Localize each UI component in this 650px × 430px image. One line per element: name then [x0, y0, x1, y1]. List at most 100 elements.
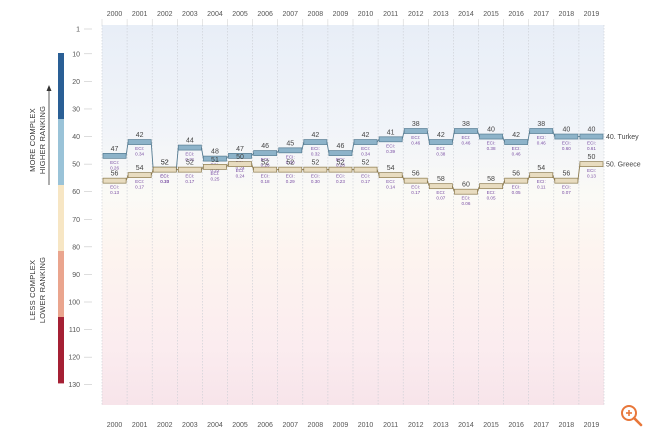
rank-label: 56 — [562, 171, 570, 178]
eci-value-label: 0.46 — [461, 141, 470, 146]
rank-bar — [203, 164, 227, 170]
y-tick-label: 60 — [72, 189, 80, 196]
year-label: 2013 — [433, 422, 449, 429]
eci-value-label: 0.22 — [210, 168, 219, 173]
rank-label: 52 — [362, 160, 370, 167]
eci-prefix-label: ECI: — [286, 154, 295, 159]
rank-label: 52 — [186, 160, 194, 167]
eci-value-label: 0.61 — [587, 146, 596, 151]
eci-value-label: 0.34 — [361, 152, 370, 157]
rank-label: 47 — [111, 146, 119, 153]
eci-prefix-label: ECI: — [386, 143, 395, 148]
y-tick-label: 10 — [72, 51, 80, 58]
rank-label: 54 — [537, 165, 545, 172]
zoom-in-icon[interactable] — [618, 402, 644, 428]
rank-bar — [303, 139, 328, 145]
year-label: 2018 — [559, 422, 575, 429]
eci-prefix-label: ECI: — [261, 157, 270, 162]
complexity-band-segment — [58, 53, 64, 120]
side-label-line: HIGHER RANKING — [38, 106, 47, 174]
y-tick-label: 130 — [68, 382, 80, 389]
rank-bar — [403, 177, 428, 184]
rank-label: 52 — [161, 160, 169, 167]
y-tick-label: 90 — [72, 272, 80, 279]
y-tick-label: 30 — [72, 106, 80, 113]
complexity-band-segment — [58, 317, 64, 384]
year-label: 2001 — [132, 422, 148, 429]
rank-bar — [529, 128, 554, 134]
rank-bar — [428, 183, 453, 190]
rank-bar — [579, 161, 604, 167]
year-label: 2005 — [232, 422, 248, 429]
series-turkey: 47ECI:0.2642ECI:0.3452ECI:0.2044ECI:0.31… — [102, 121, 639, 184]
rank-bar — [177, 166, 202, 173]
year-label: 2007 — [282, 11, 298, 18]
eci-prefix-label: ECI: — [185, 152, 194, 157]
rank-bar — [479, 183, 503, 190]
rank-bar — [378, 172, 403, 179]
up-arrow-icon — [46, 85, 52, 91]
complexity-band-segment — [58, 185, 64, 252]
year-label: 2012 — [408, 422, 424, 429]
eci-value-label: 0.13 — [160, 179, 169, 184]
eci-value-label: 0.30 — [311, 179, 320, 184]
year-label: 2017 — [533, 422, 549, 429]
rank-bar — [177, 144, 202, 151]
eci-prefix-label: ECI: — [562, 141, 571, 146]
eci-value-label: 0.18 — [261, 179, 270, 184]
year-label: 2000 — [107, 422, 123, 429]
year-label: 2002 — [157, 11, 173, 18]
rank-bar — [203, 155, 227, 162]
eci-value-label: 0.05 — [487, 196, 496, 201]
year-label: 2000 — [107, 11, 123, 18]
y-tick-label: 70 — [72, 217, 80, 224]
rank-label: 42 — [512, 132, 520, 139]
eci-prefix-label: ECI: — [286, 174, 295, 179]
rank-label: 41 — [387, 129, 395, 136]
eci-prefix-label: ECI: — [336, 157, 345, 162]
year-label: 2011 — [383, 11, 398, 18]
year-label: 2009 — [333, 422, 349, 429]
complexity-band-segment — [58, 119, 64, 186]
y-tick-label: 40 — [72, 134, 80, 141]
eci-prefix-label: ECI: — [185, 174, 194, 179]
rank-bar — [454, 128, 478, 134]
year-label: 2006 — [257, 11, 273, 18]
rank-bar — [353, 139, 378, 145]
rank-bar — [303, 166, 328, 173]
eci-prefix-label: ECI: — [436, 190, 445, 195]
rank-bar — [579, 133, 604, 140]
eci-value-label: 0.17 — [411, 190, 420, 195]
eci-value-label: 0.46 — [512, 152, 521, 157]
rank-bar — [504, 177, 529, 184]
year-label: 2010 — [358, 422, 374, 429]
eci-prefix-label: ECI: — [487, 141, 496, 146]
eci-value-label: 0.38 — [436, 152, 445, 157]
rank-bar — [353, 166, 378, 173]
eci-prefix-label: ECI: — [386, 179, 395, 184]
eci-prefix-label: ECI: — [336, 174, 345, 179]
y-tick-label: 20 — [72, 79, 80, 86]
eci-value-label: 0.30 — [286, 160, 295, 165]
rank-label: 38 — [412, 121, 420, 128]
year-label: 2008 — [308, 11, 324, 18]
eci-value-label: 0.34 — [135, 152, 144, 157]
year-label: 2006 — [257, 422, 273, 429]
rank-label: 52 — [161, 160, 169, 167]
eci-value-label: 0.26 — [110, 165, 119, 170]
year-label: 2014 — [458, 422, 474, 429]
rank-label: 54 — [387, 165, 395, 172]
side-label-line: LOWER RANKING — [38, 257, 47, 323]
eci-value-label: 0.07 — [436, 196, 445, 201]
year-label: 2002 — [157, 422, 173, 429]
eci-value-label: 0.25 — [210, 176, 219, 181]
rank-label: 47 — [236, 146, 244, 153]
eci-prefix-label: ECI: — [411, 185, 420, 190]
x-axis-top: 2000 2001 2002 2003 2004 2005 2006 2007 2008 2009… — [101, 11, 599, 25]
eci-value-label: 0.60 — [562, 146, 571, 151]
rank-label: 52 — [261, 160, 269, 167]
rank-bar — [454, 188, 478, 195]
rank-bar — [228, 161, 252, 167]
year-label: 2003 — [182, 11, 198, 18]
rank-bar — [328, 150, 353, 156]
